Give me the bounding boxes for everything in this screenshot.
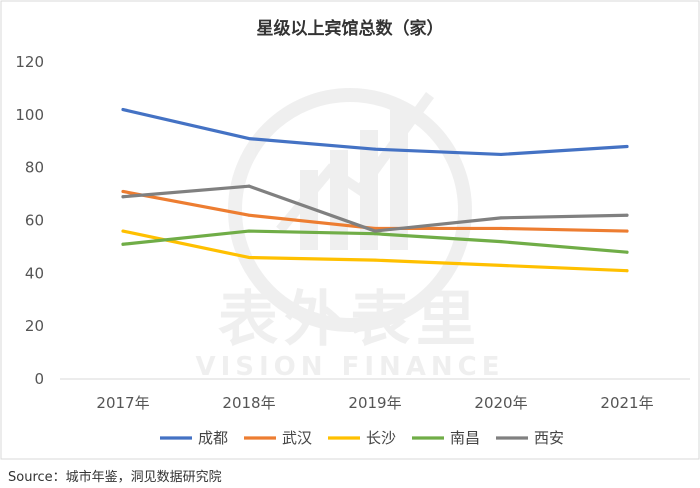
series-南昌 xyxy=(121,229,629,254)
y-tick-label: 100 xyxy=(15,106,44,124)
x-tick-label: 2021年 xyxy=(600,394,653,412)
chart-title: 星级以上宾馆总数（家） xyxy=(257,18,444,39)
watermark-ring xyxy=(228,88,472,332)
legend-item: 成都 xyxy=(160,429,228,447)
watermark-bar xyxy=(360,130,378,250)
series-武汉 xyxy=(121,189,629,233)
y-axis: 0 20 40 60 80 100 120 xyxy=(15,53,44,388)
x-tick-label: 2019年 xyxy=(348,394,401,412)
data-point xyxy=(121,229,125,233)
data-point xyxy=(499,226,503,230)
source-note: Source：城市年鉴，洞见数据研究院 xyxy=(8,470,222,485)
series-西安 xyxy=(121,184,629,233)
data-point xyxy=(625,145,629,149)
y-tick-label: 0 xyxy=(34,370,44,388)
y-tick-label: 120 xyxy=(15,53,44,71)
data-point xyxy=(247,229,251,233)
data-point xyxy=(373,229,377,233)
data-point xyxy=(625,229,629,233)
chart-frame xyxy=(0,0,700,460)
legend-item: 长沙 xyxy=(328,429,396,447)
series-长沙 xyxy=(121,229,629,273)
watermark-subtitle: VISION FINANCE xyxy=(195,352,504,382)
x-axis: 2017年 2018年 2019年 2020年 2021年 xyxy=(96,394,653,412)
data-point xyxy=(247,255,251,259)
data-point xyxy=(499,240,503,244)
legend-label: 西安 xyxy=(534,429,564,447)
series-layer xyxy=(121,107,629,273)
data-point xyxy=(373,258,377,262)
data-point xyxy=(121,108,125,112)
data-point xyxy=(121,195,125,199)
data-point xyxy=(247,137,251,141)
legend-item: 西安 xyxy=(496,429,564,447)
data-point xyxy=(121,242,125,246)
data-point xyxy=(625,213,629,217)
y-tick-label: 40 xyxy=(25,264,44,282)
x-tick-label: 2020年 xyxy=(474,394,527,412)
data-point xyxy=(373,232,377,236)
watermark-arrow-icon xyxy=(276,92,435,234)
data-point xyxy=(499,263,503,267)
data-point xyxy=(121,189,125,193)
legend-item: 武汉 xyxy=(244,429,312,447)
data-point xyxy=(499,216,503,220)
x-tick-label: 2017年 xyxy=(96,394,149,412)
y-tick-label: 60 xyxy=(25,212,44,230)
watermark-bar xyxy=(390,110,408,250)
y-tick-label: 20 xyxy=(25,317,44,335)
legend-label: 长沙 xyxy=(366,429,396,447)
data-point xyxy=(373,147,377,151)
watermark-bar xyxy=(300,170,318,250)
data-point xyxy=(625,250,629,254)
series-成都 xyxy=(121,107,629,157)
legend: 成都 武汉 长沙 南昌 西安 xyxy=(160,429,564,447)
legend-label: 成都 xyxy=(198,429,228,447)
legend-label: 武汉 xyxy=(282,429,312,447)
watermark-bar xyxy=(330,150,348,250)
data-point xyxy=(247,184,251,188)
y-tick-label: 80 xyxy=(25,159,44,177)
data-point xyxy=(625,269,629,273)
data-point xyxy=(499,152,503,156)
watermark-title: 表外表里 xyxy=(218,285,482,355)
data-point xyxy=(247,213,251,217)
legend-label: 南昌 xyxy=(450,429,480,447)
watermark: 表外表里 VISION FINANCE xyxy=(195,88,504,382)
x-tick-label: 2018年 xyxy=(222,394,275,412)
legend-item: 南昌 xyxy=(412,429,480,447)
